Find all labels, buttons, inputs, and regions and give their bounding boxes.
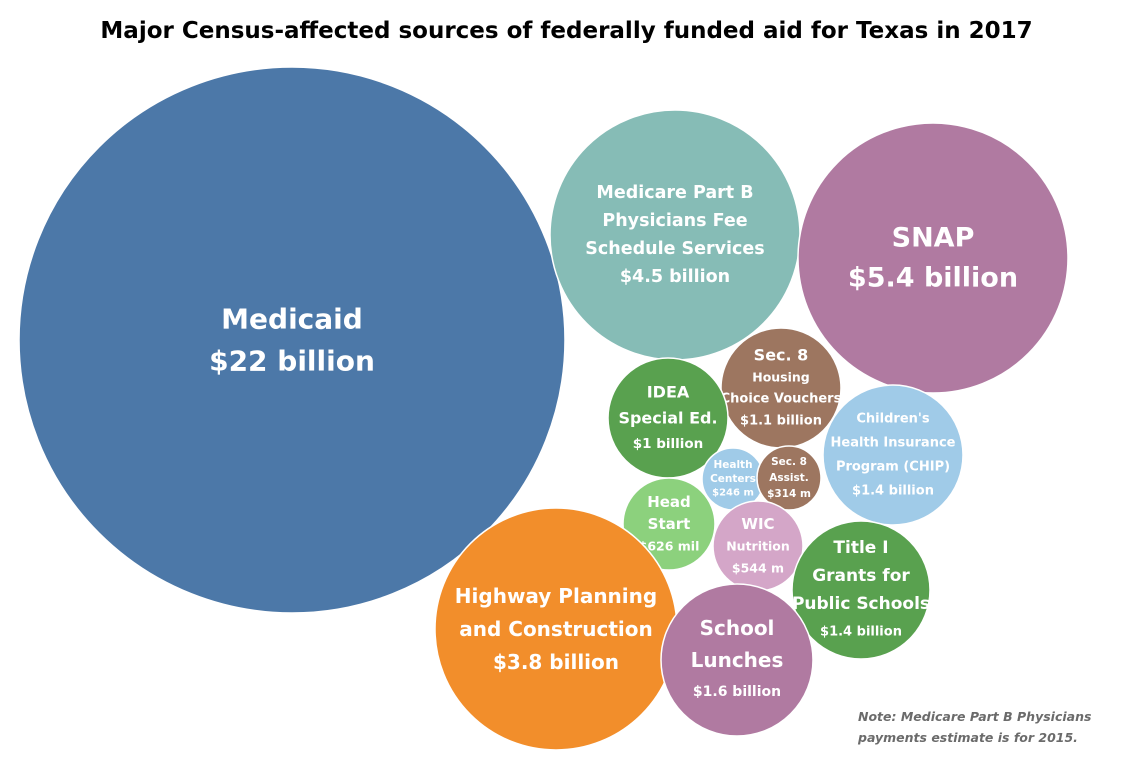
bubble-label: Children's [856,412,929,427]
bubble-label: Choice Vouchers [721,392,842,407]
bubble-label: Title I [833,538,888,558]
bubble: Medicaid $22 billion [18,66,566,614]
bubble-value-label: $544 m [732,561,784,576]
bubble-circle [756,445,822,511]
bubble-label: Grants for [812,566,910,586]
bubble-circle [660,583,814,737]
bubble-value-label: $22 billion [209,345,375,378]
bubble-value-label: $246 m [712,488,754,499]
bubble: Highway Planning and Construction $3.8 bil… [434,507,678,751]
bubble-label: Special Ed. [618,409,717,428]
bubble-label: IDEA [647,383,690,402]
bubble-value-label: $1.6 billion [693,684,781,700]
bubble-label: Lunches [691,648,784,672]
note-line: Note: Medicare Part B Physicians [858,709,1092,724]
bubble-value-label: $314 m [767,488,811,500]
bubble-circle [622,477,716,571]
note-line: payments estimate is for 2015. [858,730,1078,745]
bubble: Children's Health Insurance Program (CHIP)… [822,384,964,526]
bubble-label: Health Insurance [831,436,956,451]
bubble-label: Medicaid [221,303,363,336]
bubble: Sec. 8 Assist. $314 m [756,445,822,511]
bubble-value-label: $1.1 billion [740,414,822,429]
bubble-label: Physicians Fee [602,211,747,231]
bubble-value-label: $626 mil [639,539,700,554]
bubble-label: Assist. [769,472,808,484]
bubble-label: Health [713,459,752,471]
bubble-label: Sec. 8 [754,346,809,365]
bubble: Health Centers $246 m [701,447,765,511]
bubble: WIC Nutrition $544 m [712,500,804,592]
bubble-label: Centers [710,473,756,485]
bubble-circle [18,66,566,614]
bubble-value-label: $5.4 billion [848,263,1018,294]
bubble-value-label: $1 billion [633,436,704,452]
bubble-label: Nutrition [726,539,790,554]
bubble: School Lunches $1.6 billion [660,583,814,737]
bubble: Medicare Part B Physicians Fee Schedule Se… [549,109,801,361]
bubble-label: Sec. 8 [771,456,807,468]
bubble: Sec. 8 Housing Choice Vouchers $1.1 billion [720,327,842,449]
bubble-label: Housing [752,370,810,385]
bubble-value-label: $3.8 billion [493,650,619,674]
chart-title: Major Census-affected sources of federal… [100,18,1033,44]
bubble-value-label: $1.4 billion [852,484,934,499]
bubble-label: Highway Planning [455,584,657,608]
bubble: Title I Grants for Public Schools $1.4 bill… [791,520,931,660]
bubble-circle [791,520,931,660]
bubble: Head Start $626 mil [622,477,716,571]
bubble-label: School [700,616,775,640]
bubble-label: Head [647,493,691,511]
bubble-label: Medicare Part B [596,183,753,203]
bubble: SNAP $5.4 billion [797,122,1069,394]
bubble-circle [797,122,1069,394]
chart-note: Note: Medicare Part B Physicians payment… [858,706,1120,748]
bubble-circle [822,384,964,526]
bubble-circle [549,109,801,361]
bubble-value-label: $1.4 billion [820,625,902,640]
bubble-label: Start [648,515,691,533]
bubble-label: Program (CHIP) [836,460,950,475]
bubble-label: SNAP [892,223,975,254]
bubble-value-label: $4.5 billion [620,267,730,287]
bubble: IDEA Special Ed. $1 billion [607,357,729,479]
bubble-label: Public Schools [792,594,930,614]
bubble-label: WIC [741,515,774,533]
bubble-label: Schedule Services [585,239,764,259]
bubble-label: and Construction [459,617,653,641]
